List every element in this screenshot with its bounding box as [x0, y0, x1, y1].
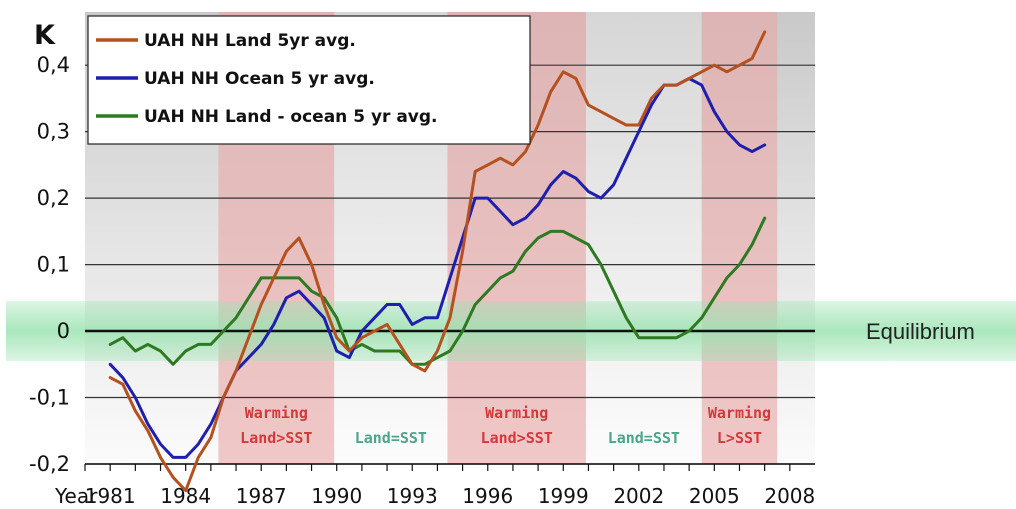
legend-box — [87, 15, 531, 145]
period-band-warming — [701, 12, 778, 464]
period-label: Land>SST — [240, 429, 312, 447]
x-tick-label: 2005 — [689, 484, 740, 508]
x-tick-label: 2008 — [764, 484, 815, 508]
y-tick-label: 0,3 — [37, 120, 70, 144]
y-unit-label: K — [34, 20, 56, 51]
legend-entry: UAH NH Land 5yr avg. — [144, 31, 356, 51]
y-tick-label: 0,4 — [37, 53, 70, 77]
y-tick-label: 0 — [57, 319, 70, 343]
x-tick-label: 1999 — [538, 484, 589, 508]
equilibrium-label: Equilibrium — [866, 319, 975, 344]
period-label: Warming — [485, 404, 548, 422]
period-band-equal — [585, 12, 702, 464]
y-axis-tick-labels: 0,4 0,3 0,2 0,1 0 -0,1 -0,2 — [29, 53, 70, 476]
x-tick-label: 1987 — [236, 484, 287, 508]
period-label: Land>SST — [481, 429, 553, 447]
x-tick-label: 1993 — [387, 484, 438, 508]
x-tick-label: 1990 — [311, 484, 362, 508]
period-label: Warming — [708, 404, 771, 422]
legend-entry: UAH NH Ocean 5 yr avg. — [144, 69, 375, 89]
series-line — [108, 216, 767, 366]
data-series — [108, 30, 767, 493]
period-label: L>SST — [717, 429, 762, 447]
legend-entry: UAH NH Land - ocean 5 yr avg. — [144, 107, 438, 127]
legend: UAH NH Land 5yr avg. UAH NH Ocean 5 yr av… — [87, 15, 531, 145]
x-axis-word: Year — [54, 484, 98, 508]
y-tick-label: -0,2 — [29, 452, 70, 476]
y-tick-label: -0,1 — [29, 386, 70, 410]
y-tick-label: 0,1 — [37, 253, 70, 277]
period-label: Warming — [245, 404, 308, 422]
period-labels: Warming Land>SST Land=SST Warming Land>SST La… — [240, 404, 771, 447]
series-line — [108, 30, 767, 493]
x-tick-label: 2002 — [613, 484, 664, 508]
period-label: Land=SST — [355, 429, 427, 447]
x-tick-label: 1981 — [85, 484, 136, 508]
y-tick-label: 0,2 — [37, 186, 70, 210]
x-tick-label: 1996 — [462, 484, 513, 508]
period-label: Land=SST — [608, 429, 680, 447]
